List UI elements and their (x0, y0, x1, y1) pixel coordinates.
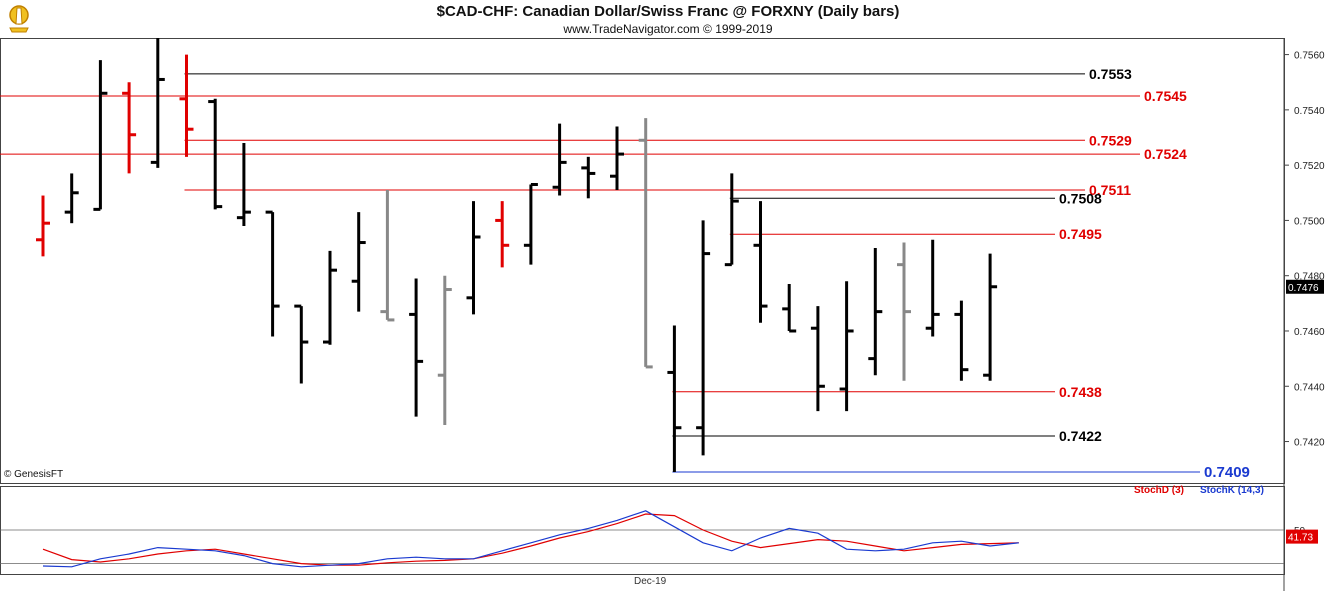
ohlc-bar (495, 201, 510, 268)
legend-stochk: StochK (14,3) (1200, 485, 1264, 496)
stochk-line (42, 510, 1019, 568)
ohlc-bar (150, 38, 165, 168)
ohlc-bar (782, 283, 797, 333)
y-tick-label: 0.7460 (1294, 327, 1325, 338)
ohlc-bar (925, 239, 940, 337)
ohlc-bar (581, 156, 596, 199)
chart-subtitle: www.TradeNavigator.com © 1999-2019 (563, 22, 773, 36)
copyright-watermark: © GenesisFT (4, 469, 64, 480)
level-label: 0.7409 (1204, 464, 1250, 481)
price-panel-frame (0, 38, 1285, 484)
y-tick-label: 0.7560 (1294, 51, 1325, 62)
price-axis: 0.7560 0.7540 0.7520 0.7500 0.7480 0.7460 0.74… (1284, 51, 1325, 449)
ohlc-bar (552, 123, 567, 196)
lighthouse-logo-icon (9, 5, 29, 33)
ohlc-bar (323, 250, 337, 345)
last-price-label: 0.7476 (1288, 283, 1319, 294)
stoch-last-box (1286, 529, 1318, 544)
level-label: 0.7508 (1059, 190, 1102, 206)
ohlc-bar (64, 173, 79, 224)
chart-title: $CAD-CHF: Canadian Dollar/Swiss Franc @ … (436, 3, 900, 20)
level-label: 0.7529 (1089, 132, 1132, 148)
ohlc-bar (638, 118, 653, 369)
ohlc-bar (294, 304, 309, 384)
y-tick-label: 0.7520 (1294, 161, 1325, 172)
legend-stochd: StochD (3) (1134, 485, 1184, 496)
stochastic-panel-frame (0, 486, 1285, 575)
ohlc-bar (93, 60, 108, 211)
y-tick-label: 0.7440 (1294, 382, 1325, 393)
ohlc-bar (437, 275, 452, 425)
level-label: 0.7495 (1059, 226, 1102, 242)
level-label: 0.7511 (1089, 182, 1131, 198)
ohlc-bar (696, 220, 711, 456)
ohlc-bar (954, 300, 969, 381)
chart-frames (0, 38, 1285, 591)
ohlc-bar (983, 253, 998, 381)
ohlc-bar (409, 278, 424, 417)
ohlc-bar (610, 126, 624, 191)
y-tick-label: 0.7540 (1294, 106, 1325, 117)
ohlc-bars (36, 38, 998, 472)
ohlc-bar (36, 195, 50, 257)
ohlc-bar (122, 82, 137, 174)
level-label: 0.7438 (1059, 384, 1102, 400)
stoch-last-label: 41.73 (1288, 533, 1313, 544)
ohlc-bar (466, 201, 481, 315)
last-price-box (1286, 279, 1324, 294)
level-label: 0.7545 (1144, 88, 1187, 104)
level-label: 0.7553 (1089, 66, 1132, 82)
level-label: 0.7422 (1059, 428, 1102, 444)
stochastic-panel: StochD (3)StochK (14,3)5041.73 (0, 485, 1318, 568)
ohlc-bar (208, 98, 223, 210)
ohlc-bar (179, 54, 194, 157)
ohlc-bar (265, 210, 280, 337)
y-tick-label: 0.7500 (1294, 216, 1325, 227)
ohlc-bar (523, 182, 538, 265)
x-axis-date-label: Dec-19 (634, 576, 667, 587)
y-tick-label: 0.7420 (1294, 438, 1325, 449)
y-tick-label: 0.7480 (1294, 272, 1325, 283)
ohlc-bar (724, 173, 739, 267)
stochd-line (42, 513, 1019, 566)
ohlc-bar (667, 325, 682, 472)
ohlc-bar (839, 281, 854, 412)
ohlc-bar (810, 306, 825, 412)
ohlc-bar (351, 212, 366, 312)
level-label: 0.7524 (1144, 146, 1187, 162)
ohlc-bar (897, 242, 911, 381)
ohlc-bar (753, 201, 768, 323)
ohlc-bar (868, 248, 883, 376)
ohlc-bar (380, 190, 395, 322)
ohlc-bar (236, 143, 251, 226)
